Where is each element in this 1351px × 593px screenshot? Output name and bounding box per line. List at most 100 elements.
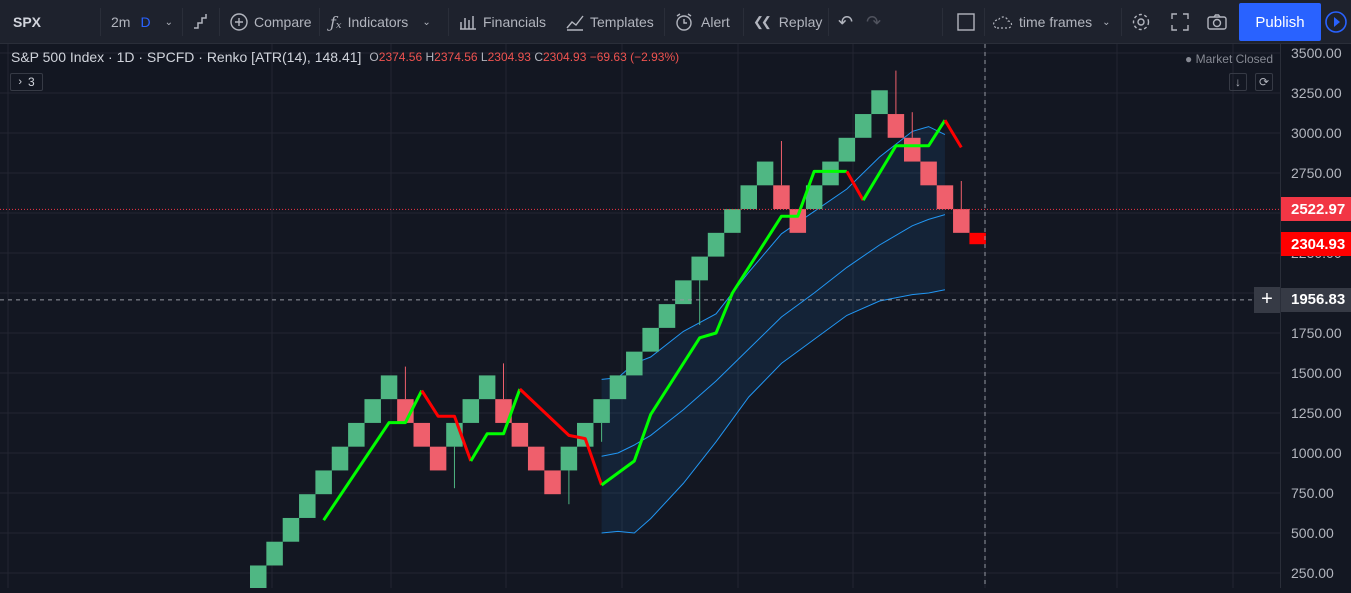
price-tick-label: 3500.00 — [1291, 45, 1342, 61]
symbol-search[interactable]: SPX — [13, 14, 42, 30]
play-icon — [1325, 11, 1347, 33]
price-axis[interactable]: 250.00 500.00 750.00 1000.00 1250.00 1500.00 1… — [1280, 44, 1351, 588]
toolbar-divider — [1121, 8, 1122, 36]
replay-button[interactable]: ❮❮ Replay — [753, 0, 822, 44]
renko-brick-up — [675, 280, 692, 305]
compare-button[interactable]: Compare — [228, 0, 312, 44]
templates-button[interactable]: Templates — [564, 0, 654, 44]
trend-line-segment — [600, 169, 847, 487]
renko-brick-down — [969, 232, 986, 245]
renko-brick-up — [560, 446, 578, 471]
renko-brick-down — [495, 399, 512, 423]
renko-brick-up — [593, 399, 610, 423]
trend-line-segment — [943, 119, 963, 149]
renko-brick-up — [642, 327, 659, 352]
chart-canvas[interactable] — [0, 44, 1280, 588]
bar-chart-icon — [460, 16, 476, 30]
play-button[interactable] — [1324, 0, 1348, 44]
renko-brick-up — [348, 422, 365, 447]
renko-brick-up — [626, 351, 643, 376]
market-status-label: Market Closed — [1195, 52, 1273, 66]
interval-label: 2m — [111, 14, 131, 30]
financials-label: Financials — [483, 14, 547, 30]
price-tick-label: 750.00 — [1291, 485, 1334, 501]
fullscreen-button[interactable] — [1169, 0, 1191, 44]
renko-brick-up — [266, 541, 283, 566]
price-tick-label: 3250.00 — [1291, 85, 1342, 101]
undo-button[interactable]: ↶ — [838, 0, 853, 44]
close-value: 2304.93 — [543, 50, 587, 64]
renko-brick-up — [838, 137, 856, 162]
change-value: −69.63 (−2.93%) — [589, 50, 680, 64]
renko-brick-up — [609, 375, 627, 400]
price-tick-label: 500.00 — [1291, 525, 1334, 541]
renko-brick-up — [658, 304, 676, 328]
renko-brick-up — [364, 399, 381, 423]
trend-line-indicator — [322, 119, 963, 522]
chevron-down-icon: ⌄ — [164, 16, 173, 28]
interval-selector[interactable]: 2m D ⌄ — [111, 0, 173, 44]
renko-brick-up — [707, 232, 725, 257]
toolbar-divider — [828, 8, 829, 36]
snapshot-button[interactable] — [1206, 0, 1228, 44]
trend-line-segment — [469, 388, 522, 462]
renko-brick-up — [871, 90, 888, 115]
replay-label: Replay — [778, 14, 823, 30]
reset-icon: ⟳ — [1258, 75, 1270, 89]
toolbar-divider — [319, 8, 320, 36]
chart-legend: S&P 500 Index · 1D · SPCFD · Renko [ATR(… — [11, 49, 679, 65]
toolbar-divider — [219, 8, 220, 36]
reset-chart-button[interactable]: ⟳ — [1255, 73, 1273, 91]
renko-brick-up — [740, 185, 757, 210]
indicators-toggle[interactable]: › 3 — [10, 73, 43, 91]
chart-type-button[interactable] — [190, 0, 212, 44]
renko-brick-down — [413, 422, 430, 447]
price-tick-label: 1750.00 — [1291, 325, 1342, 341]
renko-brick-down — [773, 185, 790, 210]
publish-button[interactable]: Publish — [1239, 3, 1321, 41]
templates-icon — [566, 15, 584, 31]
price-tick-label: 3000.00 — [1291, 125, 1342, 141]
renko-brick-up — [822, 161, 839, 186]
band-middle-line — [601, 214, 946, 457]
legend-title[interactable]: S&P 500 Index · 1D · SPCFD · Renko [ATR(… — [11, 49, 362, 65]
renko-brick-down — [953, 209, 970, 233]
trend-line-segment — [518, 387, 604, 486]
renko-brick-down — [920, 161, 937, 186]
layout-button[interactable] — [955, 0, 977, 44]
alert-button[interactable]: Alert — [673, 0, 730, 44]
indicators-button[interactable]: ƒₓ Indicators ⌄ — [330, 0, 431, 44]
function-icon: ƒₓ — [330, 12, 342, 32]
toolbar-divider — [984, 8, 985, 36]
toolbar-divider — [942, 8, 943, 36]
high-label: H — [425, 50, 435, 64]
low-value: 2304.93 — [487, 50, 531, 64]
renko-brick-up — [805, 185, 823, 210]
save-layout-label: time frames — [1019, 14, 1093, 30]
band-fill — [601, 126, 945, 533]
redo-button[interactable]: ↷ — [866, 0, 881, 44]
financials-button[interactable]: Financials — [457, 0, 546, 44]
renko-brick-up — [331, 446, 349, 471]
cloud-icon — [993, 16, 1013, 29]
indicator-count: 3 — [27, 75, 35, 89]
low-label: L — [480, 50, 488, 64]
open-label: O — [369, 50, 379, 64]
renko-brick-up — [315, 470, 332, 495]
square-icon — [957, 13, 975, 31]
top-toolbar: SPX 2m D ⌄ Compare ƒₓ Indicators ⌄ Finan… — [0, 0, 1351, 44]
toolbar-divider — [743, 8, 744, 36]
toolbar-divider — [182, 8, 183, 36]
crosshair-price-label: 1956.83 — [1281, 287, 1351, 312]
add-plus-icon[interactable]: + — [1254, 286, 1280, 313]
expand-icon — [1171, 13, 1189, 31]
rewind-icon: ❮❮ — [753, 14, 772, 29]
plus-circle-icon — [230, 13, 248, 31]
toolbar-divider — [664, 8, 665, 36]
renko-brick-up — [478, 375, 496, 400]
trend-line-segment — [861, 119, 947, 201]
settings-button[interactable] — [1130, 0, 1152, 44]
chart-type-icon — [194, 14, 207, 29]
save-layout-button[interactable]: time frames ⌄ — [991, 0, 1111, 44]
scroll-to-latest-button[interactable]: ↓ — [1229, 73, 1247, 91]
